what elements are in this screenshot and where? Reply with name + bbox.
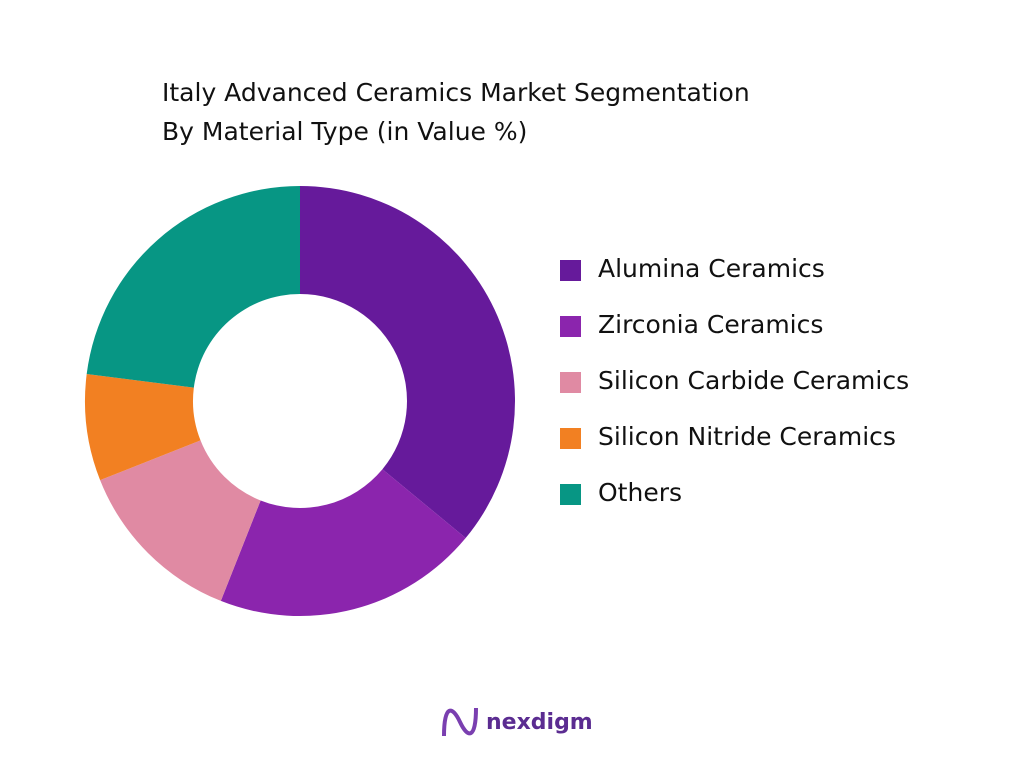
donut-slice [84,374,201,481]
legend-swatch [560,372,581,393]
logo-icon [442,707,478,737]
donut-slice [100,440,261,601]
chart-subtitle: By Material Type (in Value %) [162,117,527,146]
legend-label: Zirconia Ceramics [598,310,823,339]
legend-label: Alumina Ceramics [598,254,825,283]
legend-label: Silicon Carbide Ceramics [598,366,909,395]
legend-label: Silicon Nitride Ceramics [598,422,896,451]
legend-swatch [560,428,581,449]
donut-slice [86,186,300,388]
brand-logo: nexdigm [442,707,593,737]
donut-slice [300,186,515,539]
legend-swatch [560,484,581,505]
brand-name: nexdigm [486,710,593,735]
donut-slice [220,469,466,616]
legend-swatch [560,260,581,281]
legend-swatch [560,316,581,337]
chart-title: Italy Advanced Ceramics Market Segmentat… [162,78,750,107]
legend-label: Others [598,478,682,507]
